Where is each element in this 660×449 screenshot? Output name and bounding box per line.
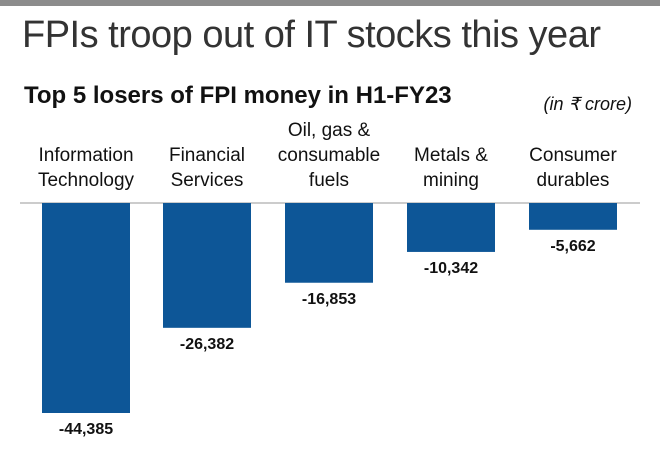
bar-0 [42, 203, 130, 413]
unit-note: (in ₹ crore) [543, 94, 632, 114]
value-label-3: -10,342 [423, 259, 479, 277]
value-label-4: -5,662 [550, 237, 596, 255]
top-rule [0, 0, 660, 6]
bar-3 [407, 203, 495, 252]
value-label-0: -44,385 [58, 421, 114, 438]
category-label-1: Financial Services [168, 145, 246, 191]
value-label-2: -16,853 [301, 290, 357, 308]
chart-title: Top 5 losers of FPI money in H1-FY23 [24, 82, 452, 109]
bar-1 [163, 203, 251, 328]
headline: FPIs troop out of IT stocks this year [22, 14, 601, 56]
category-label-0: Information Technology [37, 145, 135, 191]
bar-4 [529, 203, 617, 230]
category-label-3: Metals & mining [414, 145, 488, 191]
category-label-4: Consumer durables [529, 145, 617, 191]
category-label-2: Oil, gas & consumable fuels [277, 120, 381, 191]
value-label-1: -26,382 [179, 335, 235, 353]
bar-2 [285, 203, 373, 283]
